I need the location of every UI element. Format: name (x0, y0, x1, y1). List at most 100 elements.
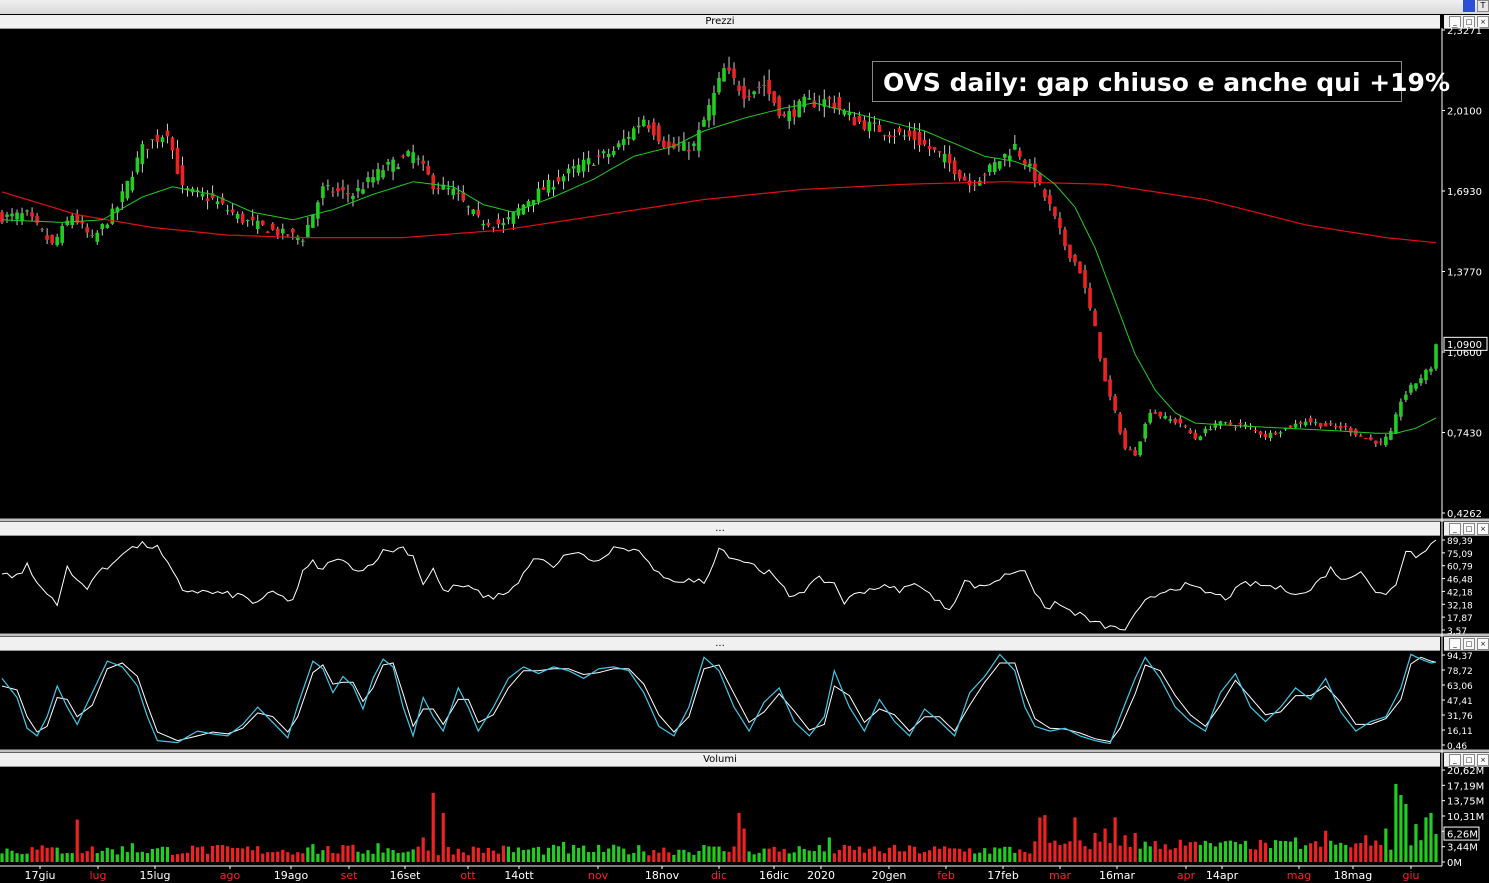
candle-up (546, 179, 551, 193)
minimize-icon[interactable]: _ (1449, 754, 1461, 766)
volume-bar (1033, 841, 1037, 862)
last-volume-box (1443, 826, 1480, 841)
candle-down (401, 155, 405, 157)
candle-down (431, 175, 436, 190)
candle-up (636, 125, 641, 128)
volume-bar (943, 846, 947, 862)
candle-down (972, 185, 977, 187)
volume-bar (366, 850, 370, 862)
candle-up (1384, 436, 1388, 446)
volume-bar (1228, 840, 1233, 862)
y-tick-label: 0M (1447, 858, 1462, 869)
volume-bar (1419, 840, 1423, 862)
maximize-icon[interactable]: □ (1463, 754, 1475, 766)
maximize-icon[interactable]: □ (1463, 16, 1475, 28)
volume-bar (877, 851, 882, 862)
volume-bar (180, 853, 185, 862)
volume-bar (431, 792, 435, 862)
candle-down (346, 192, 350, 195)
x-tick-label: 2020 (807, 869, 835, 882)
candle-down (265, 231, 270, 234)
candle-up (511, 211, 516, 224)
candle-up (692, 143, 696, 146)
volume-bar (917, 853, 922, 862)
volume-bar (236, 848, 240, 862)
candle-up (441, 184, 446, 190)
candle-up (526, 201, 531, 207)
y-tick-label: 46,48 (1447, 576, 1473, 586)
minimize-icon[interactable]: _ (1449, 523, 1461, 535)
candle-up (366, 177, 370, 182)
candle-down (260, 220, 265, 225)
volume-bar (1148, 846, 1152, 862)
candle-down (1193, 432, 1198, 439)
volume-bar (1399, 795, 1403, 862)
volume-bar (1309, 843, 1313, 862)
candle-up (591, 164, 596, 166)
candle-down (737, 85, 741, 92)
volume-bar (210, 845, 215, 862)
volume-bar (1138, 848, 1142, 862)
candle-up (25, 210, 29, 212)
candle-down (1338, 425, 1343, 429)
volume-bar (170, 854, 175, 862)
volume-bar (777, 851, 781, 862)
y-tick-label: 17,87 (1447, 614, 1473, 624)
candle-up (351, 195, 355, 199)
volume-bar (1008, 846, 1012, 862)
volume-bar (1018, 849, 1022, 862)
volume-bar (130, 843, 134, 862)
candle-down (240, 213, 245, 223)
candle-up (797, 100, 802, 118)
blue-square-icon[interactable] (1463, 0, 1475, 12)
candle-down (476, 209, 481, 216)
candle-down (1073, 254, 1077, 263)
volume-bar (707, 846, 711, 862)
volume-bar (737, 812, 741, 862)
candle-up (140, 144, 145, 165)
volume-bar (1283, 840, 1288, 862)
candle-up (867, 121, 872, 132)
volume-bar (361, 853, 365, 862)
volume-bar (411, 849, 415, 862)
x-tick-label: set (341, 869, 358, 882)
volume-bar (852, 849, 856, 862)
x-tick-label: 14ott (504, 869, 534, 882)
candle-up (1198, 436, 1203, 441)
maximize-icon[interactable]: □ (1463, 638, 1475, 650)
volume-bar (752, 854, 756, 862)
candle-up (1143, 423, 1147, 439)
candle-up (601, 151, 606, 154)
volume-bar (10, 850, 14, 862)
volume-bar (1349, 847, 1353, 862)
volume-bar (832, 853, 836, 862)
x-tick-label: giu (1402, 869, 1419, 882)
volume-bar (792, 852, 796, 862)
volume-bar (657, 852, 661, 862)
candle-up (391, 159, 395, 172)
volume-bar (1043, 815, 1047, 862)
volume-bar (762, 848, 766, 862)
volume-bar (1123, 835, 1127, 862)
maximize-icon[interactable]: □ (1463, 523, 1475, 535)
volume-bar (988, 853, 992, 862)
candle-down (90, 234, 95, 236)
candle-up (55, 237, 59, 246)
candle-down (170, 137, 175, 151)
volume-bar (155, 848, 160, 862)
candle-up (1278, 432, 1283, 434)
minimize-icon[interactable]: _ (1449, 638, 1461, 650)
minimize-icon[interactable]: _ (1449, 16, 1461, 28)
candle-up (1002, 153, 1007, 158)
candle-down (1048, 195, 1052, 205)
candle-up (125, 180, 130, 199)
candle-up (987, 164, 992, 173)
price-pane-controls: _ □ × (1444, 15, 1489, 29)
volume-bar (1324, 830, 1328, 862)
volume-bar (286, 852, 290, 862)
candle-up (70, 215, 74, 226)
candle-up (105, 224, 110, 229)
volume-bar (256, 846, 260, 862)
candle-down (1183, 425, 1188, 427)
